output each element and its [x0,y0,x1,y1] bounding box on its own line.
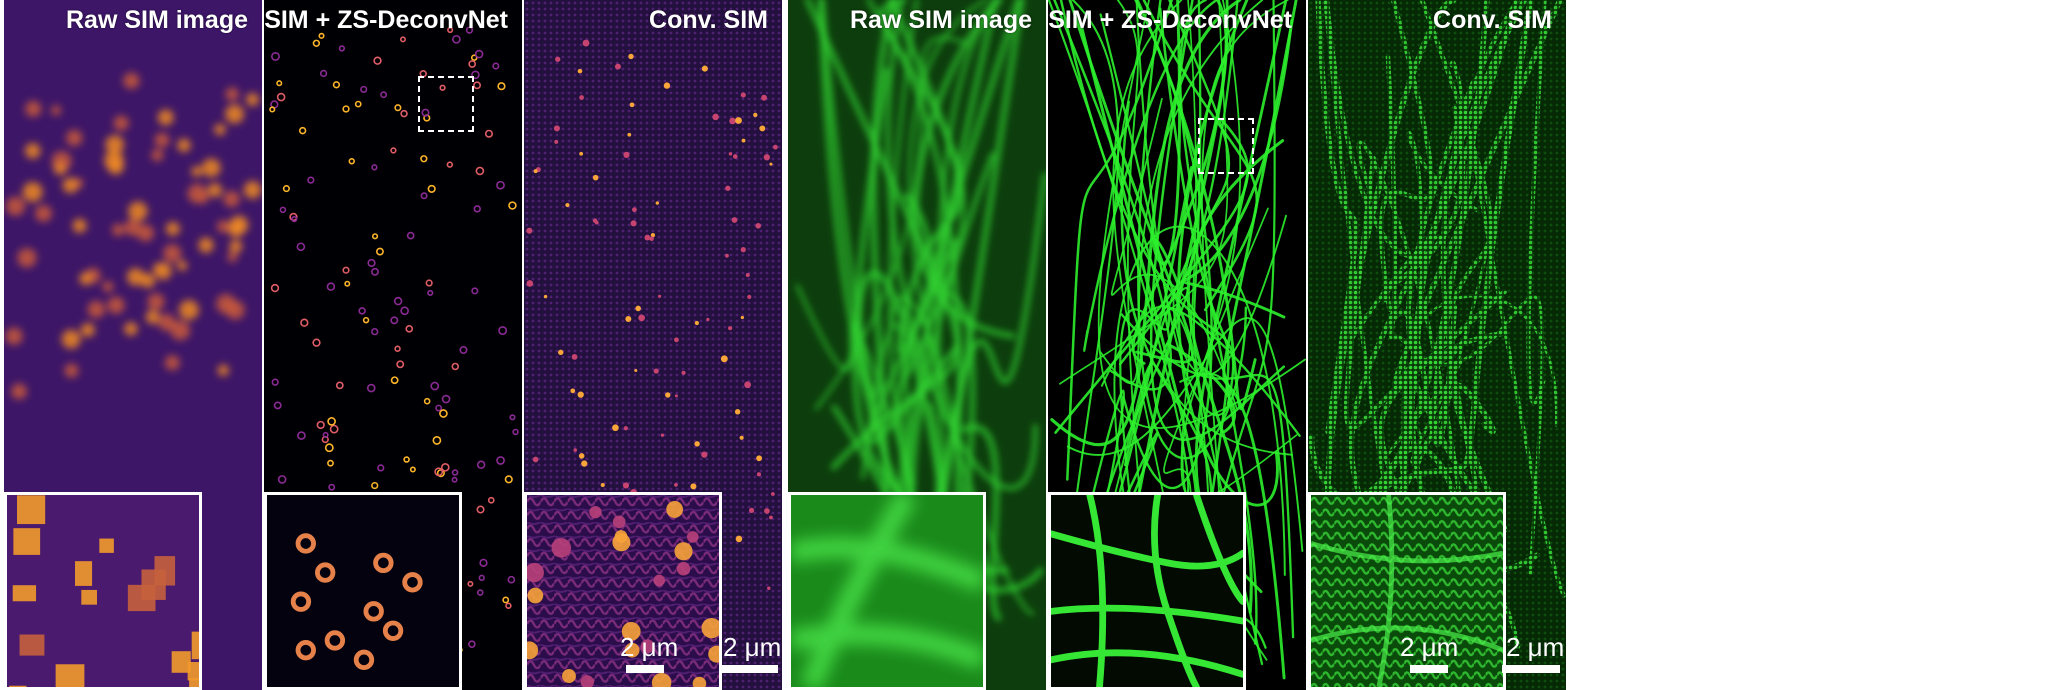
panel-conv-sim-green: Conv. SIM 2 μm 2 μm [1308,0,1566,690]
panel-conv-sim-magma: Conv. SIM 2 μm 2 μm [524,0,782,690]
zoom-inset [524,492,722,690]
panel-sim-zsdeconvnet-magma: SIM + ZS-DeconvNet [264,0,522,690]
scalebar [720,665,778,673]
roi-box [418,76,474,132]
panel-raw-sim-magma: Raw SIM image [4,0,262,690]
zoom-inset [264,492,462,690]
scalebar-label-inset: 2 μm [1400,632,1459,662]
zoom-inset [1308,492,1506,690]
panel-title: Raw SIM image [66,6,248,34]
scalebar-label: 2 μm [723,632,782,662]
zoom-inset [1048,492,1246,690]
panel-title: Conv. SIM [1433,6,1552,34]
scalebar-label-inset: 2 μm [620,632,679,662]
roi-box [1198,118,1254,174]
zoom-inset [788,492,986,690]
panel-title: SIM + ZS-DeconvNet [1048,6,1292,34]
panel-title: SIM + ZS-DeconvNet [264,6,508,34]
panel-title: Raw SIM image [850,6,1032,34]
panel-sim-zsdeconvnet-green: SIM + ZS-DeconvNet [1048,0,1306,690]
scalebar-label: 2 μm [1506,632,1565,662]
panel-title: Conv. SIM [649,6,768,34]
scalebar [1502,665,1560,673]
scalebar-inset [1410,665,1448,673]
zoom-inset [4,492,202,690]
scalebar-inset [626,665,664,673]
panel-raw-sim-green: Raw SIM image [788,0,1046,690]
